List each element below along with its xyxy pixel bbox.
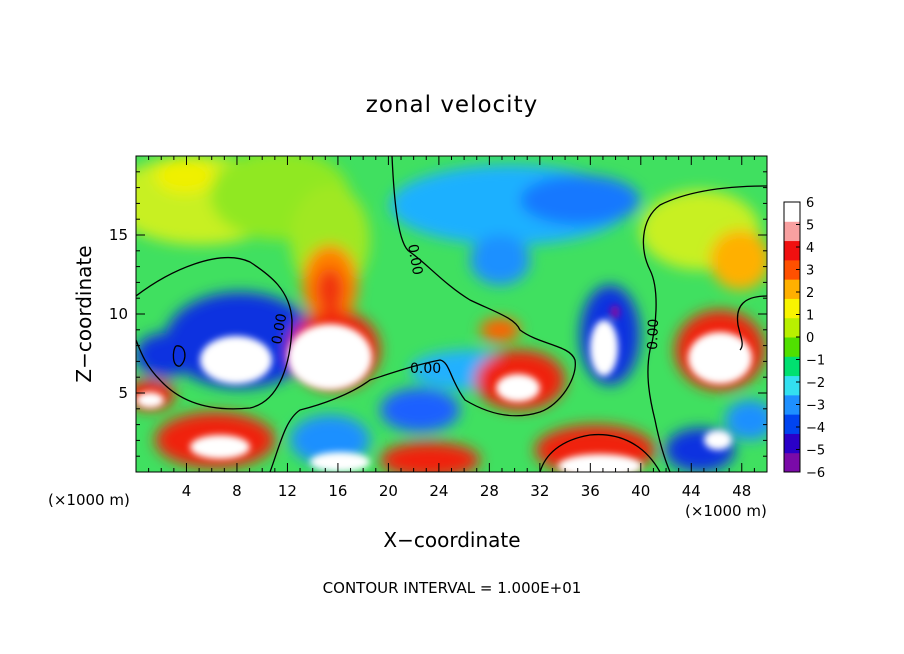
colorbar-tick-label: 4	[806, 241, 814, 256]
colorbar-swatch	[784, 259, 800, 280]
x-tick-label: 16	[328, 482, 347, 500]
x-tick-label: 20	[379, 482, 398, 500]
colorbar-tick-label: −1	[806, 354, 825, 369]
y-tick-label: 5	[118, 384, 128, 402]
x-tick-label: 48	[732, 482, 751, 500]
colorbar-tick-label: 5	[806, 219, 814, 234]
x-tick-label: 32	[530, 482, 549, 500]
contour-label: 0.00	[269, 312, 290, 345]
colorbar-swatch	[784, 356, 800, 377]
x-tick-label: 28	[480, 482, 499, 500]
colorbar-swatch	[784, 298, 800, 319]
colorbar-swatch	[784, 414, 800, 434]
colorbar-swatch	[784, 317, 800, 338]
y-axis-label: Z−coordinate	[72, 245, 96, 382]
x-unit-left: (×1000 m)	[48, 491, 130, 509]
colorbar-swatch	[784, 452, 800, 473]
colorbar-tick-label: −4	[806, 421, 825, 436]
contour-interval-note: CONTOUR INTERVAL = 1.000E+01	[323, 579, 582, 597]
x-axis-label: X−coordinate	[383, 528, 520, 552]
colorbar-swatch	[784, 337, 800, 357]
colorbar-tick-label: 6	[806, 196, 814, 211]
colorbar-tick-label: −2	[806, 376, 825, 391]
x-axis: 4 8 12 16 20 24 28 32 36 40 44 48	[148, 156, 755, 500]
x-tick-label: 4	[182, 482, 192, 500]
colorbar-swatch	[784, 394, 800, 415]
colorbar-swatch	[784, 375, 800, 396]
colorbar: 6 5 4 3 2 1 0 −1 −2 −3 −4 −5 −6	[783, 196, 825, 481]
heatmap-field: 0.00 0.00 0.00 0.00	[136, 156, 767, 472]
x-unit-right: (×1000 m)	[685, 502, 767, 520]
colorbar-tick-label: −6	[806, 466, 825, 481]
x-tick-label: 24	[429, 482, 448, 500]
colorbar-tick-label: 2	[806, 286, 814, 301]
chart-title: zonal velocity	[366, 92, 538, 118]
x-tick-label: 12	[278, 482, 297, 500]
y-axis: 5 10 15	[109, 171, 767, 457]
colorbar-swatch	[784, 202, 800, 222]
x-tick-label: 44	[682, 482, 701, 500]
x-tick-label: 40	[631, 482, 650, 500]
colorbar-tick-label: −5	[806, 444, 825, 459]
contour-label: 0.00	[645, 318, 662, 350]
colorbar-tick-label: −3	[806, 399, 825, 414]
contour-label: 0.00	[404, 243, 425, 276]
x-tick-label: 36	[581, 482, 600, 500]
colorbar-swatch	[784, 279, 800, 299]
contour-label: 0.00	[410, 361, 441, 377]
y-tick-label: 10	[109, 305, 128, 323]
colorbar-tick-label: 3	[806, 264, 814, 279]
y-tick-label: 15	[109, 226, 128, 244]
x-tick-label: 8	[232, 482, 242, 500]
colorbar-swatch	[784, 221, 800, 242]
colorbar-tick-label: 1	[806, 309, 814, 324]
colorbar-swatch	[784, 240, 800, 261]
colorbar-tick-label: 0	[806, 331, 814, 346]
colorbar-swatch	[784, 433, 800, 454]
